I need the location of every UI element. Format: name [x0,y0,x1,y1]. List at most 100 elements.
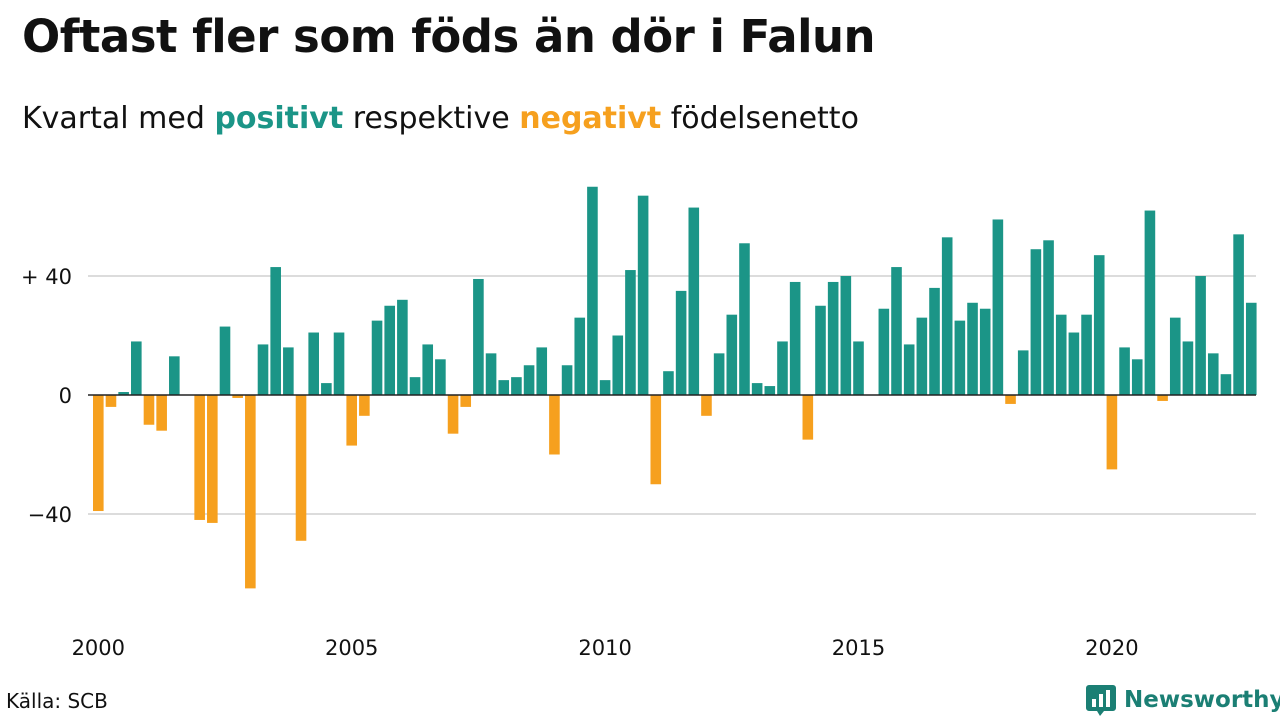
chart-subtitle: Kvartal med positivt respektive negativt… [22,101,859,136]
bar-chart: + 40 0 −40 2000 2005 2010 2015 2020 [21,186,1257,660]
bar-2022-Q3 [1233,234,1244,395]
bar-2014-Q3 [827,281,839,395]
bar-2000-Q4 [131,341,142,395]
newsworthy-bar-icon [1086,685,1116,716]
bar-2019-Q4 [1093,255,1105,395]
bar-2002-Q1 [194,395,205,520]
bar-2021-Q2 [1169,317,1181,395]
bar-2004-Q3 [321,383,332,395]
bar-2018-Q1 [1005,395,1016,404]
bar-2020-Q2 [1119,347,1130,395]
bar-2015-Q4 [891,267,902,395]
bar-2014-Q1 [802,395,814,440]
bar-2001-Q3 [169,356,180,395]
bar-2002-Q3 [219,326,231,395]
bar-2010-Q3 [625,270,636,395]
y-tick-label: −40 [28,503,72,527]
bar-2014-Q2 [815,305,826,395]
bar-2010-Q4 [637,195,649,395]
bar-2017-Q1 [954,320,966,396]
bar-2007-Q3 [473,278,484,396]
bar-2018-Q3 [1030,249,1042,395]
bar-2018-Q4 [1043,240,1054,395]
bar-2020-Q1 [1106,395,1118,470]
bar-2012-Q3 [726,314,738,396]
bar-2016-Q1 [903,344,915,396]
bar-2004-Q2 [308,332,319,395]
bar-2000-Q2 [105,395,117,407]
bar-2016-Q3 [929,287,940,395]
bar-2005-Q1 [346,395,357,446]
subtitle-positive: positivt [214,101,344,136]
bar-2006-Q1 [397,299,408,395]
bar-2010-Q1 [599,380,611,396]
bar-2005-Q2 [359,395,370,416]
bar-2013-Q1 [751,383,763,395]
newsworthy-logo: Newsworthy [1086,683,1280,717]
bar-2021-Q4 [1195,276,1206,395]
bar-2015-Q1 [853,341,864,395]
bar-2003-Q1 [245,395,256,589]
bar-2005-Q3 [371,320,383,396]
bar-2006-Q4 [435,359,446,395]
bar-2002-Q2 [207,395,218,523]
subtitle-prefix: Kvartal med [22,101,205,136]
bar-2017-Q3 [979,308,991,396]
bar-2001-Q2 [156,395,167,431]
x-tick-label: 2005 [325,636,378,660]
bar-2012-Q1 [701,395,712,416]
bar-2008-Q2 [511,377,522,395]
bar-2009-Q2 [561,365,573,395]
bar-2021-Q3 [1182,341,1194,395]
bar-2007-Q2 [460,395,472,407]
bar-2016-Q2 [916,317,928,395]
bar-2020-Q3 [1131,359,1143,395]
bar-2022-Q1 [1207,353,1219,395]
brand-name: Newsworthy [1124,687,1280,713]
bar-2006-Q2 [409,377,421,395]
bar-2008-Q3 [523,365,535,395]
x-tick-label: 2015 [832,636,885,660]
bar-2022-Q4 [1245,302,1257,395]
bar-2009-Q3 [574,317,586,395]
bar-2019-Q1 [1055,314,1067,396]
source-note: Källa: SCB [6,689,108,713]
bar-2017-Q4 [992,219,1004,395]
subtitle-suffix: födelsenetto [670,101,859,136]
subtitle-negative: negativt [519,101,662,136]
bar-2021-Q1 [1157,395,1168,401]
bar-2003-Q2 [257,344,269,396]
chart-title: Oftast fler som föds än dör i Falun [22,10,876,63]
bar-2013-Q2 [764,386,776,395]
bar-2007-Q4 [485,353,497,395]
bar-2006-Q3 [422,344,434,396]
bar-2016-Q4 [941,237,953,395]
bar-2007-Q1 [447,395,459,434]
bar-2011-Q2 [663,371,674,395]
bar-2009-Q1 [549,395,560,455]
bar-2015-Q3 [878,308,890,396]
bar-2008-Q1 [498,380,510,396]
subtitle-middle: respektive [352,101,510,136]
x-tick-label: 2020 [1085,636,1138,660]
bar-2008-Q4 [536,347,548,395]
x-tick-label: 2010 [578,636,631,660]
bar-2009-Q4 [587,186,598,395]
bar-2000-Q1 [93,395,104,512]
x-tick-label: 2000 [72,636,125,660]
bar-2002-Q4 [232,395,243,398]
bar-2019-Q3 [1081,314,1092,396]
bar-2001-Q1 [143,395,155,425]
bar-2013-Q4 [789,281,801,395]
bar-2013-Q3 [777,341,788,395]
bar-2004-Q1 [295,395,307,541]
bar-2022-Q2 [1220,374,1232,395]
y-tick-label: 0 [59,384,72,408]
bar-2017-Q2 [967,302,978,395]
bar-2004-Q4 [333,332,345,395]
bar-2005-Q4 [384,305,396,395]
bar-2020-Q4 [1144,210,1156,395]
bar-2012-Q2 [713,353,725,395]
bar-2000-Q3 [118,392,129,395]
bar-2011-Q4 [688,207,700,395]
